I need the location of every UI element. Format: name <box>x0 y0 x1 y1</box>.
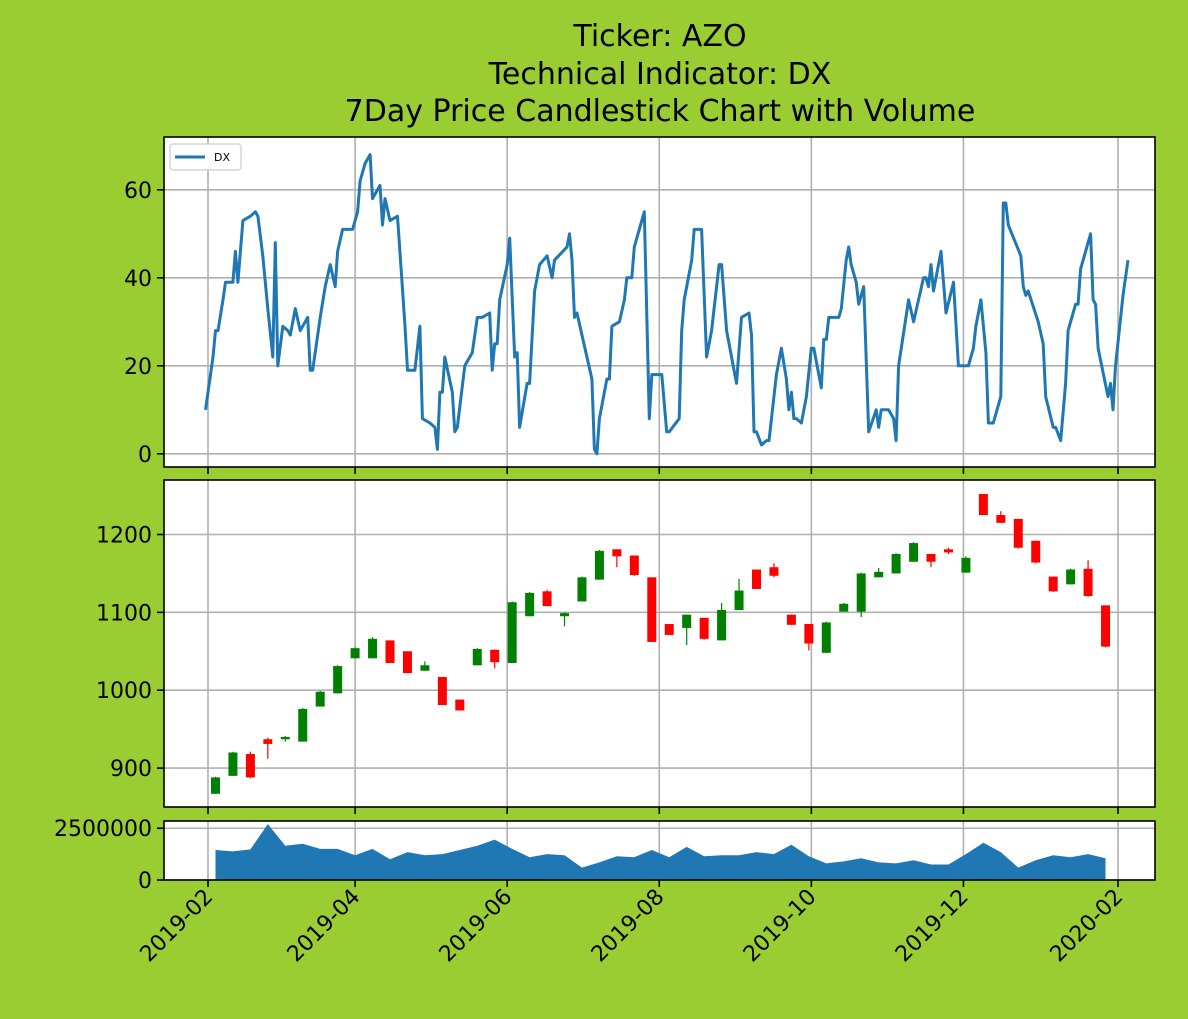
price-y-tick-label: 900 <box>110 757 152 782</box>
candle-body <box>717 610 727 641</box>
candle-body <box>507 602 517 663</box>
candle-body <box>612 549 622 557</box>
candle-body <box>821 622 831 653</box>
candle-body <box>909 543 919 562</box>
x-tick-label: 2019-10 <box>739 885 822 968</box>
volume-y-tick-label: 0 <box>138 869 152 894</box>
candle-body <box>926 553 936 562</box>
candle-body <box>420 665 430 671</box>
chart-title-line-2: Technical Indicator: DX <box>488 57 832 92</box>
candle-body <box>856 573 866 612</box>
candle-body <box>577 577 587 602</box>
candle-body <box>978 494 988 516</box>
x-tick-label: 2019-04 <box>283 885 366 968</box>
candle-body <box>228 752 238 776</box>
candle-body <box>437 676 447 706</box>
candle-body <box>1066 569 1076 585</box>
price-y-tick-label: 1200 <box>96 524 152 549</box>
x-axis: 2019-02 2019-04 2019-06 2019-08 2019-10 2019-… <box>136 885 1129 968</box>
legend-box <box>169 143 242 171</box>
candle-body <box>594 550 604 580</box>
chart-title-line-1: Ticker: AZO <box>572 19 746 54</box>
legend-label: DX <box>214 151 230 164</box>
candle-body <box>1013 518 1023 548</box>
price-y-tick-label: 1100 <box>96 601 152 626</box>
volume-area <box>215 824 1106 880</box>
candle-body <box>542 591 552 607</box>
candle-body <box>751 569 761 589</box>
indicator-y-tick-label: 40 <box>124 267 152 292</box>
candle-body <box>786 614 796 625</box>
candle-body <box>1048 576 1058 592</box>
candle-body <box>560 613 570 617</box>
candle-body <box>280 736 290 740</box>
x-tick-label: 2019-08 <box>587 885 670 968</box>
candle-body <box>734 590 744 611</box>
candle-body <box>1031 540 1041 563</box>
candle-body <box>263 739 273 744</box>
x-tick-label: 2019-06 <box>435 885 518 968</box>
candle-body <box>629 555 639 575</box>
candle-body <box>699 617 709 639</box>
candle-body <box>943 549 953 553</box>
candle-body <box>298 708 308 742</box>
candle-body <box>874 571 884 578</box>
x-tick-label: 2019-02 <box>136 885 219 968</box>
candle-body <box>333 666 343 694</box>
candle-body <box>315 691 325 707</box>
candle-body <box>245 754 255 778</box>
indicator-panel: 0 20 40 60 DX <box>124 136 1156 474</box>
candle-body <box>1101 605 1111 647</box>
candle-body <box>839 603 849 612</box>
candle-body <box>350 648 360 659</box>
candle-body <box>385 640 395 663</box>
candle-body <box>525 592 535 617</box>
candle-body <box>472 648 482 666</box>
chart-title-line-3: 7Day Price Candlestick Chart with Volume <box>345 94 976 129</box>
indicator-line <box>204 153 1130 456</box>
volume-y-tick-label: 2500000 <box>54 817 152 842</box>
candle-body <box>210 777 220 794</box>
price-y-tick-label: 1000 <box>96 679 152 704</box>
candle-body <box>1083 568 1093 597</box>
volume-panel: 0 2500000 <box>54 817 1156 894</box>
candle-body <box>647 577 657 642</box>
candle-body <box>455 699 465 711</box>
candle-body <box>961 557 971 573</box>
indicator-y-tick-label: 20 <box>124 355 152 380</box>
candle-body <box>682 614 692 628</box>
x-tick-label: 2020-02 <box>1046 885 1129 968</box>
candle-body <box>664 624 674 635</box>
indicator-y-tick-label: 60 <box>124 179 152 204</box>
candle-body <box>996 515 1006 523</box>
candle-body <box>804 624 814 644</box>
price-panel: 900 1000 1100 1200 <box>96 479 1156 814</box>
candle-body <box>368 638 378 659</box>
candle-body <box>769 567 779 576</box>
indicator-y-tick-label: 0 <box>138 443 152 468</box>
candle-body <box>490 649 500 663</box>
x-tick-label: 2019-12 <box>891 885 974 968</box>
candle-body <box>891 553 901 574</box>
candle-body <box>402 651 412 674</box>
